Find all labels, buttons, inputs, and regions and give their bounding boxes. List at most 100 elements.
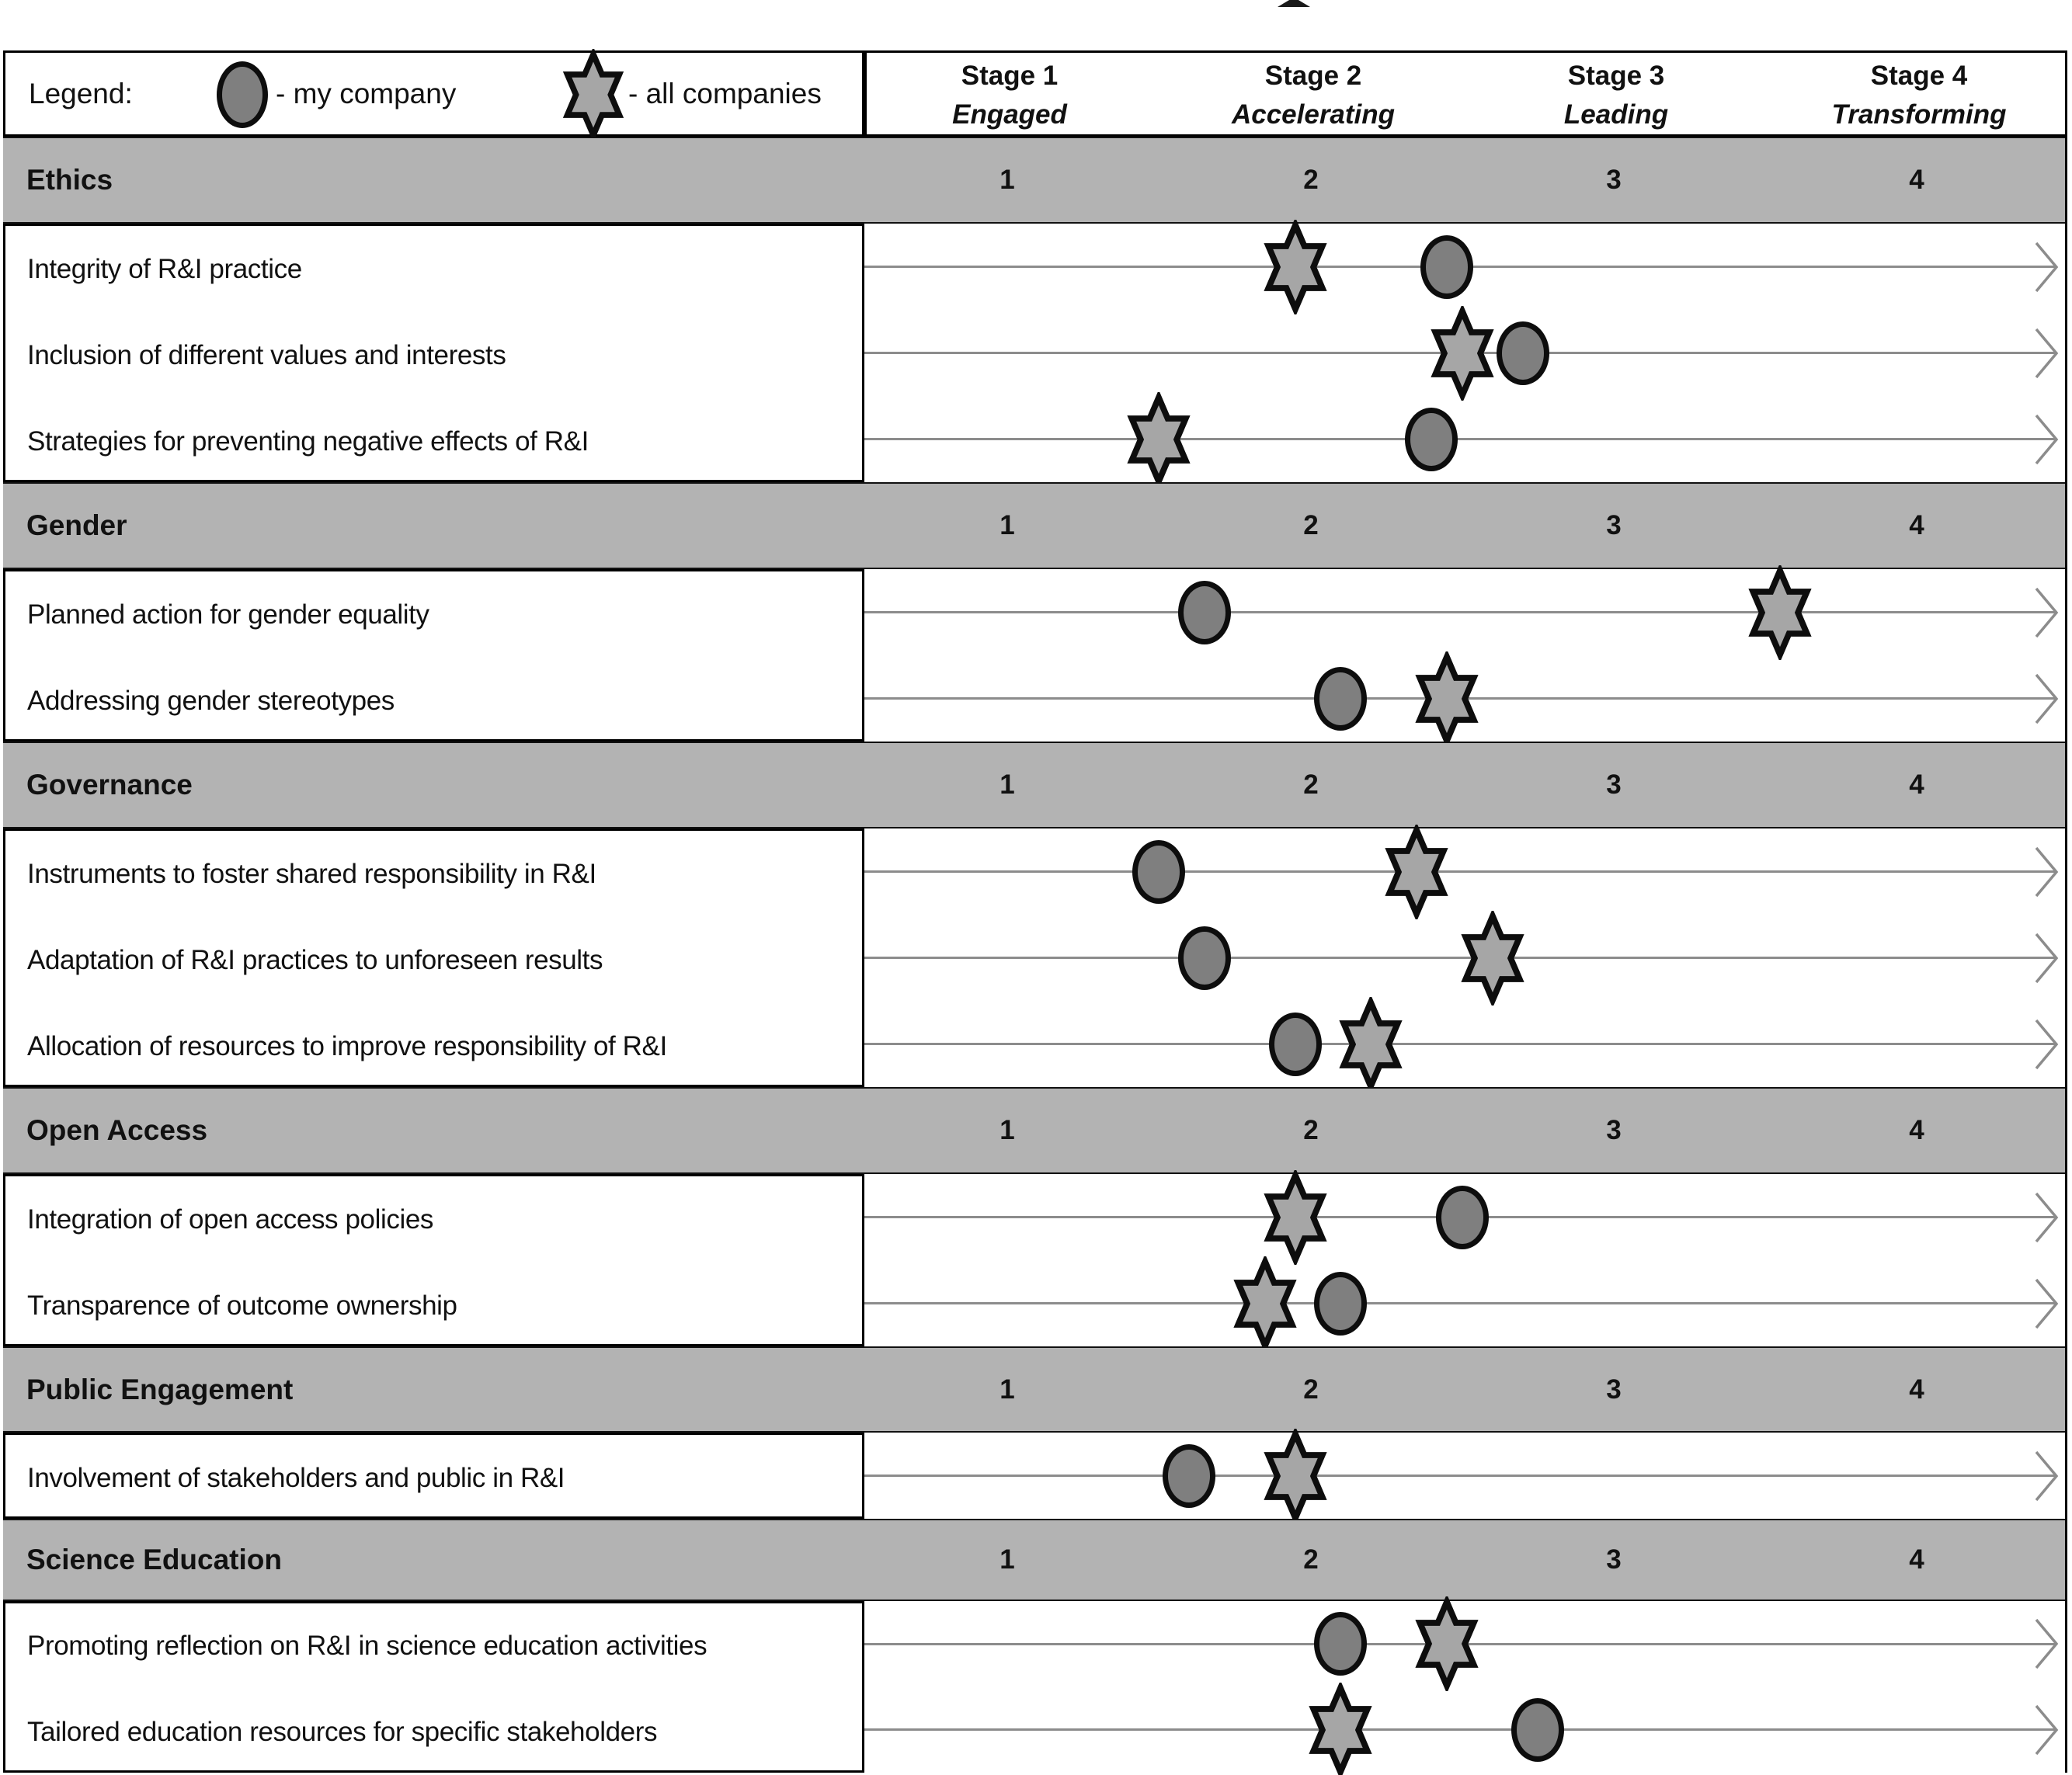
section-rows-box: Planned action for gender equality Addres… bbox=[3, 569, 864, 742]
all-companies-star-icon bbox=[561, 49, 626, 141]
my-company-circle-marker bbox=[1496, 321, 1549, 385]
stage-number: 4 bbox=[1909, 1115, 1924, 1145]
row-label: Allocation of resources to improve respo… bbox=[27, 1031, 667, 1061]
all-companies-star-marker bbox=[1413, 651, 1481, 746]
all-companies-star-marker bbox=[1746, 564, 1814, 660]
section-title: Science Education bbox=[26, 1544, 282, 1575]
arrowhead-icon bbox=[2030, 1187, 2063, 1248]
row-label: Involvement of stakeholders and public i… bbox=[27, 1463, 565, 1493]
row-label: Planned action for gender equality bbox=[27, 599, 429, 630]
stage-number: 2 bbox=[1303, 165, 1319, 195]
legend-label: Legend: bbox=[29, 78, 133, 109]
row-label: Integration of open access policies bbox=[27, 1204, 433, 1235]
arrowhead-icon bbox=[2030, 842, 2063, 902]
my-company-circle-marker bbox=[1268, 1012, 1322, 1076]
section-rows-box: Integration of open access policies Trans… bbox=[3, 1174, 864, 1346]
row-label: Integrity of R&I practice bbox=[27, 254, 302, 284]
row-scale-arrow bbox=[864, 1043, 2056, 1045]
all-companies-star-marker bbox=[1125, 391, 1193, 487]
section-band: Open Access 1 2 3 4 bbox=[3, 1087, 2067, 1174]
my-company-circle-marker bbox=[1163, 1443, 1216, 1508]
row-label: Strategies for preventing negative effec… bbox=[27, 426, 589, 457]
row-label: Inclusion of different values and intere… bbox=[27, 340, 506, 370]
my-company-circle-marker bbox=[1177, 580, 1231, 644]
row-scale-arrow bbox=[864, 1302, 2056, 1304]
stage-number: 1 bbox=[999, 1374, 1015, 1405]
my-company-circle-marker bbox=[1314, 1271, 1368, 1336]
stage-number: 4 bbox=[1909, 510, 1924, 540]
stage-number: 3 bbox=[1606, 510, 1622, 540]
arrowhead-icon bbox=[2030, 1446, 2063, 1506]
my-company-circle-marker bbox=[1314, 666, 1368, 731]
stage-number: 1 bbox=[999, 1544, 1015, 1575]
section-band: Science Education 1 2 3 4 bbox=[3, 1519, 2067, 1601]
legend-box: Legend: - my company - all companies bbox=[3, 49, 864, 141]
my-company-circle-icon bbox=[217, 61, 268, 128]
all-companies-star-marker bbox=[1382, 824, 1451, 919]
all-companies-star-marker bbox=[1413, 1596, 1481, 1692]
arrowhead-icon bbox=[2030, 409, 2063, 470]
row-label: Addressing gender stereotypes bbox=[27, 686, 395, 716]
stage-header-cell: Stage 4 Transforming bbox=[1771, 53, 2067, 139]
stage-name: Stage 3 bbox=[1567, 61, 1665, 91]
my-company-circle-marker bbox=[1314, 1612, 1368, 1676]
stage-number: 3 bbox=[1606, 165, 1622, 195]
stage-number: 2 bbox=[1303, 1374, 1319, 1405]
stage-number: 3 bbox=[1606, 1544, 1622, 1575]
my-company-circle-icon bbox=[217, 61, 268, 128]
row-label: Instruments to foster shared responsibil… bbox=[27, 859, 596, 889]
all-companies-star-marker bbox=[1231, 1256, 1299, 1351]
stage-descriptor: Accelerating bbox=[1231, 99, 1396, 130]
my-company-circle-marker bbox=[1177, 926, 1231, 990]
arrowhead-icon bbox=[2030, 582, 2063, 643]
stage-number: 2 bbox=[1303, 510, 1319, 540]
row-label: Promoting reflection on R&I in science e… bbox=[27, 1631, 707, 1661]
stage-name: Stage 1 bbox=[961, 61, 1059, 91]
my-company-circle-marker bbox=[1420, 234, 1473, 299]
stage-number: 1 bbox=[999, 165, 1015, 195]
stage-descriptor: Leading bbox=[1563, 99, 1669, 130]
all-companies-star-marker bbox=[1458, 910, 1527, 1006]
row-label: Tailored education resources for specifi… bbox=[27, 1716, 658, 1747]
stage-number: 2 bbox=[1303, 1544, 1319, 1575]
stage-number: 1 bbox=[999, 769, 1015, 800]
stage-name: Stage 4 bbox=[1870, 61, 1968, 91]
all-companies-star-marker bbox=[1261, 1428, 1330, 1523]
stage-descriptor: Engaged bbox=[952, 99, 1067, 130]
stage-number: 4 bbox=[1909, 165, 1924, 195]
arrowhead-icon bbox=[2030, 1273, 2063, 1334]
stage-header-cell: Stage 2 Accelerating bbox=[1166, 53, 1461, 139]
section-title: Gender bbox=[26, 509, 127, 541]
arrowhead-icon bbox=[2030, 1700, 2063, 1760]
section-title: Governance bbox=[26, 769, 193, 801]
stage-number: 4 bbox=[1909, 1374, 1924, 1405]
arrowhead-icon bbox=[2030, 323, 2063, 384]
section-rows-box: Instruments to foster shared responsibil… bbox=[3, 828, 864, 1087]
stage-number: 4 bbox=[1909, 769, 1924, 800]
row-scale-arrow bbox=[864, 1728, 2056, 1732]
arrowhead-icon bbox=[2030, 1613, 2063, 1674]
section-rows-box: Integrity of R&I practice Inclusion of di… bbox=[3, 224, 864, 482]
stage-number: 3 bbox=[1606, 1374, 1622, 1405]
stage-header-cell: Stage 3 Leading bbox=[1469, 53, 1764, 139]
my-company-circle-marker bbox=[1132, 839, 1186, 904]
section-title: Public Engagement bbox=[26, 1374, 294, 1405]
stage-header-cell: Stage 1 Engaged bbox=[862, 53, 1157, 139]
arrowhead-icon bbox=[2030, 928, 2063, 988]
my-company-circle-marker bbox=[1511, 1697, 1565, 1762]
section-rows-box: Involvement of stakeholders and public i… bbox=[3, 1433, 864, 1519]
section-band: Public Engagement 1 2 3 4 bbox=[3, 1346, 2067, 1433]
stage-name: Stage 2 bbox=[1264, 61, 1362, 91]
stage-header-row: Stage 1 Engaged Stage 2 Accelerating Stage 3… bbox=[864, 50, 2067, 137]
stage-number: 4 bbox=[1909, 1544, 1924, 1575]
row-label: Transparence of outcome ownership bbox=[27, 1290, 457, 1321]
section-band: Gender 1 2 3 4 bbox=[3, 482, 2067, 569]
cropped-title-fragment bbox=[1278, 0, 1310, 7]
stage-number: 1 bbox=[999, 510, 1015, 540]
section-title: Ethics bbox=[26, 164, 113, 196]
stage-number: 3 bbox=[1606, 1115, 1622, 1145]
arrowhead-icon bbox=[2030, 669, 2063, 729]
my-company-circle-marker bbox=[1435, 1185, 1489, 1249]
all-companies-star-marker bbox=[1261, 219, 1330, 314]
